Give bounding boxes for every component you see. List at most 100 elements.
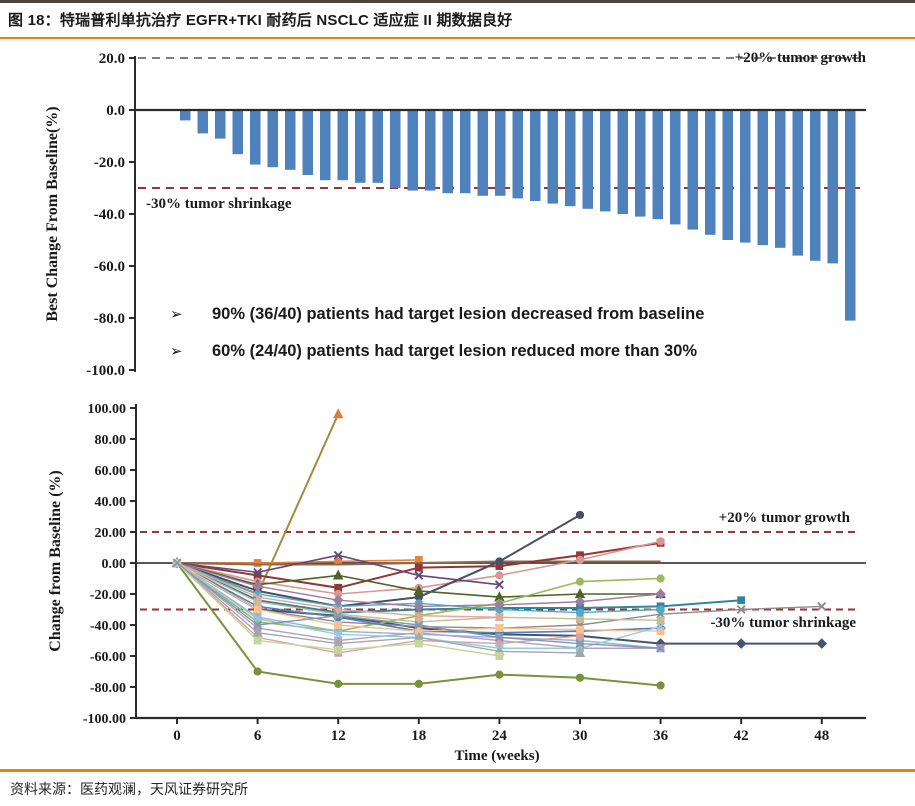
data-point xyxy=(253,567,263,577)
ref-label-shrinkage: -30% tumor shrinkage xyxy=(710,615,856,631)
data-point xyxy=(414,620,424,630)
bullet-icon: ➢ xyxy=(170,342,183,360)
bar xyxy=(477,110,488,196)
y-axis-title: Best Change From Baseline(%) xyxy=(44,106,61,321)
y-tick-label: -40.0 xyxy=(94,207,125,223)
annotation-text: 60% (24/40) patients had target lesion r… xyxy=(212,342,697,360)
figure-title: 图 18：特瑞普利单抗治疗 EGFR+TKI 耐药后 NSCLC 适应症 II … xyxy=(8,12,513,29)
bar xyxy=(372,110,383,183)
bar xyxy=(600,110,611,212)
data-point xyxy=(656,681,665,690)
data-point xyxy=(252,626,263,637)
data-point xyxy=(332,594,344,606)
data-point xyxy=(575,608,585,617)
bullet-icon: ➢ xyxy=(170,305,183,323)
data-point xyxy=(737,596,746,605)
bar xyxy=(635,110,646,217)
data-point xyxy=(656,643,666,653)
data-point xyxy=(413,585,425,595)
bar xyxy=(407,110,418,191)
data-point xyxy=(495,571,504,580)
data-point xyxy=(172,558,182,568)
bar xyxy=(740,110,751,243)
bar xyxy=(670,110,681,225)
x-tick-label: 30 xyxy=(572,728,587,744)
data-point xyxy=(494,632,504,642)
data-point xyxy=(736,605,746,614)
bar xyxy=(355,110,366,183)
data-point xyxy=(495,652,504,660)
data-point xyxy=(253,636,262,645)
data-point xyxy=(414,639,423,648)
bar xyxy=(232,110,243,155)
bar xyxy=(267,110,278,168)
data-point xyxy=(656,574,665,583)
charts-area: 20.0 0.0 -20.0 -40.0 -60.0 -80.0 -100.0 Best Ch… xyxy=(0,39,915,769)
data-point xyxy=(655,588,666,600)
bar xyxy=(495,110,506,196)
bar xyxy=(827,110,838,264)
y-tick-label: -20.0 xyxy=(94,155,125,171)
y-tick-label: -20.00 xyxy=(90,588,126,603)
figure-footer: 资料来源：医药观澜，天风证券研究所 xyxy=(0,769,915,805)
y-tick-label: 100.00 xyxy=(88,402,127,417)
y-tick-label: -80.0 xyxy=(94,311,125,327)
x-tick-label: 24 xyxy=(492,728,508,744)
y-tick-label: -40.00 xyxy=(90,619,126,634)
waterfall-chart: 20.0 0.0 -20.0 -40.0 -60.0 -80.0 -100.0 Best Ch… xyxy=(44,50,867,379)
waterfall-bars xyxy=(180,110,856,321)
x-axis-title: Time (weeks) xyxy=(454,748,539,764)
ref-label-shrinkage: -30% tumor shrinkage xyxy=(146,196,292,212)
series-deep-response xyxy=(172,558,665,690)
x-tick-label: 6 xyxy=(254,728,262,744)
bar xyxy=(215,110,226,139)
x-tick-label: 18 xyxy=(411,728,426,744)
header-rule xyxy=(0,37,915,39)
data-point xyxy=(495,624,504,633)
data-point xyxy=(414,563,423,572)
bar xyxy=(197,110,208,134)
bar xyxy=(442,110,453,194)
bar xyxy=(250,110,261,165)
data-point xyxy=(576,625,584,634)
bar xyxy=(775,110,786,248)
data-point xyxy=(816,638,828,649)
bar xyxy=(302,110,313,175)
data-point xyxy=(334,621,343,629)
bar xyxy=(320,110,331,181)
x-tick-label: 12 xyxy=(331,728,346,744)
bar xyxy=(337,110,348,181)
data-point xyxy=(495,557,504,566)
bar xyxy=(792,110,803,256)
data-point xyxy=(334,679,343,689)
bar xyxy=(460,110,471,194)
bar xyxy=(722,110,733,240)
x-tick-label: 42 xyxy=(734,728,749,744)
series-line xyxy=(176,514,581,608)
bar xyxy=(617,110,628,214)
bar xyxy=(652,110,663,220)
data-point xyxy=(494,580,504,590)
data-point xyxy=(253,592,263,602)
data-point xyxy=(574,596,586,608)
data-point xyxy=(333,629,343,639)
data-point xyxy=(495,670,504,679)
y-tick-label: 0.0 xyxy=(106,103,125,119)
bar xyxy=(425,110,436,191)
bar xyxy=(705,110,716,235)
data-point xyxy=(334,645,343,654)
y-tick-label: 80.00 xyxy=(95,433,127,448)
data-point xyxy=(575,555,585,565)
bar xyxy=(180,110,191,121)
ref-label-growth: +20% tumor growth xyxy=(735,50,867,66)
x-tick-label: 0 xyxy=(173,728,181,744)
data-point xyxy=(817,601,827,611)
data-point xyxy=(575,639,585,649)
source-text: 资料来源：医药观澜，天风证券研究所 xyxy=(10,781,248,797)
data-point xyxy=(575,673,585,682)
y-tick-label: 20.00 xyxy=(95,526,127,541)
bar xyxy=(757,110,768,246)
y-tick-label: 0.00 xyxy=(102,557,127,572)
y-tick-label: -100.0 xyxy=(86,363,125,379)
